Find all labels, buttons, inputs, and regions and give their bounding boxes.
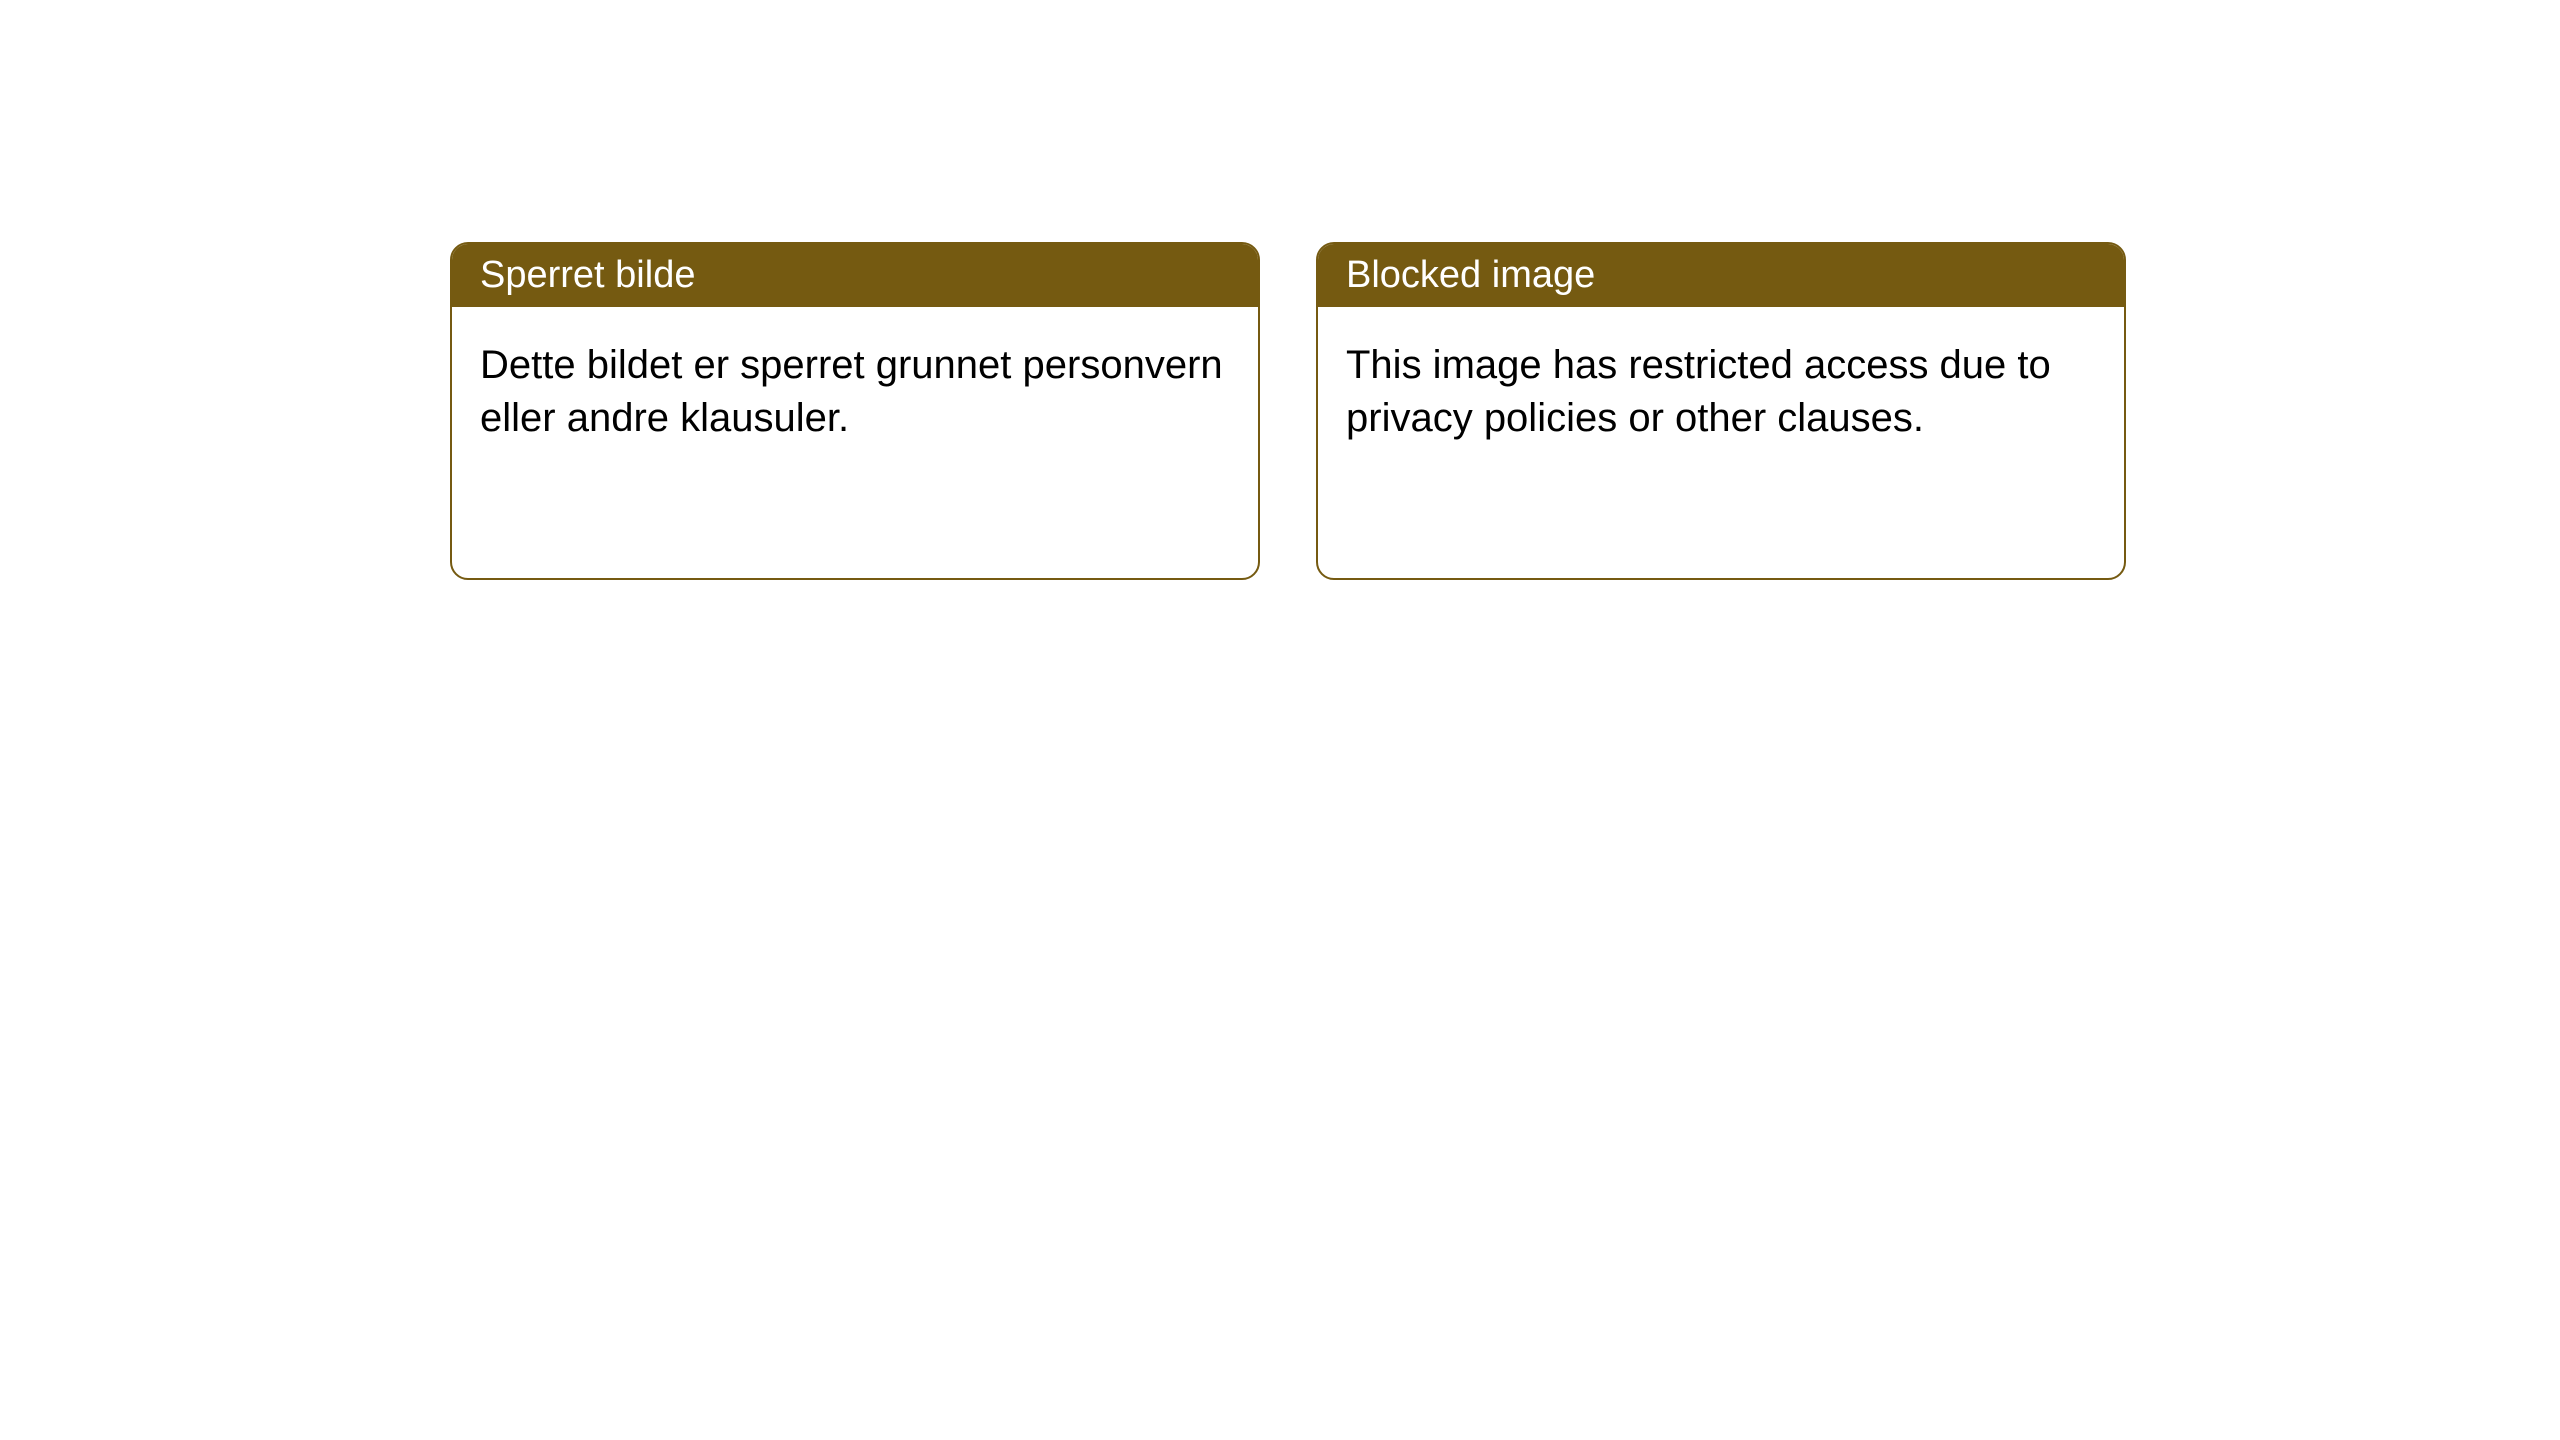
card-header-en: Blocked image bbox=[1318, 244, 2124, 307]
card-body-no: Dette bildet er sperret grunnet personve… bbox=[452, 307, 1258, 473]
card-header-no: Sperret bilde bbox=[452, 244, 1258, 307]
blocked-image-card-no: Sperret bilde Dette bildet er sperret gr… bbox=[450, 242, 1260, 580]
notice-cards-container: Sperret bilde Dette bildet er sperret gr… bbox=[0, 0, 2560, 580]
card-body-en: This image has restricted access due to … bbox=[1318, 307, 2124, 473]
blocked-image-card-en: Blocked image This image has restricted … bbox=[1316, 242, 2126, 580]
